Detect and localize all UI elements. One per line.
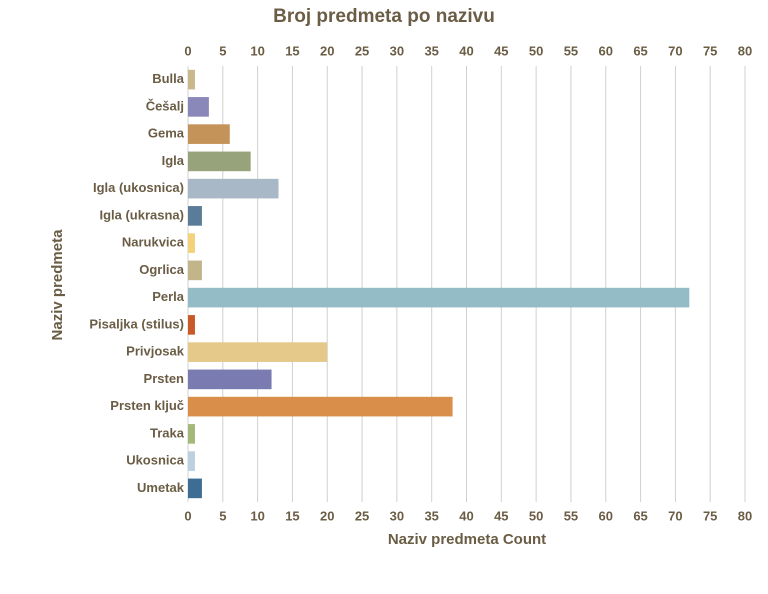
y-tick-label: Traka: [150, 425, 185, 440]
y-tick-label: Prsten: [144, 371, 185, 386]
y-tick-label: Gema: [148, 126, 185, 141]
chart-title: Broj predmeta po nazivu: [273, 6, 495, 27]
x-axis-title: Naziv predmeta Count: [388, 531, 546, 548]
bar: [188, 315, 195, 335]
y-tick-label: Ogrlica: [139, 262, 185, 277]
bar: [188, 424, 195, 444]
x-tick-label: 20: [320, 508, 334, 523]
bar: [188, 233, 195, 253]
x-tick-label-top: 40: [459, 43, 473, 58]
x-tick-label-top: 70: [668, 43, 682, 58]
x-tick-label-top: 65: [633, 43, 647, 58]
bar: [188, 69, 195, 90]
x-tick-label-top: 5: [219, 43, 226, 58]
y-tick-label: Bulla: [152, 71, 185, 86]
x-tick-label: 5: [219, 508, 226, 523]
x-tick-label: 15: [285, 508, 299, 523]
y-tick-label: Privjosak: [126, 344, 185, 359]
x-tick-label-top: 0: [184, 43, 191, 58]
y-tick-label: Prsten ključ: [110, 398, 184, 413]
bar: [188, 206, 202, 226]
x-tick-label: 10: [250, 508, 264, 523]
x-tick-label: 50: [529, 508, 543, 523]
bar: [188, 396, 453, 417]
x-tick-label: 60: [599, 508, 613, 523]
bar: [188, 287, 690, 308]
bar: [188, 151, 251, 172]
x-tick-label: 75: [703, 508, 717, 523]
y-tick-label: Igla (ukosnica): [93, 180, 184, 195]
x-tick-label: 65: [633, 508, 647, 523]
y-tick-label: Češalj: [146, 98, 184, 113]
y-tick-label: Perla: [152, 289, 185, 304]
x-tick-label: 35: [424, 508, 438, 523]
x-tick-label-top: 15: [285, 43, 299, 58]
x-tick-label-top: 45: [494, 43, 508, 58]
x-tick-label-top: 75: [703, 43, 717, 58]
bar: [188, 342, 328, 362]
x-tick-label: 55: [564, 508, 578, 523]
bar: [188, 369, 272, 390]
bar: [188, 260, 202, 281]
x-tick-label-top: 20: [320, 43, 334, 58]
bar: [188, 97, 209, 117]
y-tick-label: Pisaljka (stilus): [89, 316, 184, 331]
x-tick-label-top: 25: [355, 43, 369, 58]
x-tick-label: 40: [459, 508, 473, 523]
bar: [188, 124, 230, 144]
x-tick-label: 80: [738, 508, 752, 523]
bar: [188, 478, 202, 499]
y-tick-label: Ukosnica: [126, 453, 185, 468]
x-tick-label-top: 35: [424, 43, 438, 58]
x-tick-label-top: 60: [599, 43, 613, 58]
x-tick-label-top: 55: [564, 43, 578, 58]
x-tick-label: 45: [494, 508, 508, 523]
x-tick-label-top: 10: [250, 43, 264, 58]
x-tick-label: 25: [355, 508, 369, 523]
x-tick-label-top: 30: [390, 43, 404, 58]
y-axis-title: Naziv predmeta: [49, 229, 66, 341]
bar: [188, 451, 195, 471]
y-tick-label: Umetak: [137, 480, 185, 495]
x-tick-label-top: 80: [738, 43, 752, 58]
y-tick-label: Narukvica: [122, 235, 185, 250]
x-tick-label-top: 50: [529, 43, 543, 58]
x-tick-label: 70: [668, 508, 682, 523]
x-tick-label: 0: [184, 508, 191, 523]
y-tick-label: Igla: [162, 153, 185, 168]
y-tick-label: Igla (ukrasna): [99, 207, 184, 222]
bar: [188, 178, 279, 199]
x-tick-label: 30: [390, 508, 404, 523]
